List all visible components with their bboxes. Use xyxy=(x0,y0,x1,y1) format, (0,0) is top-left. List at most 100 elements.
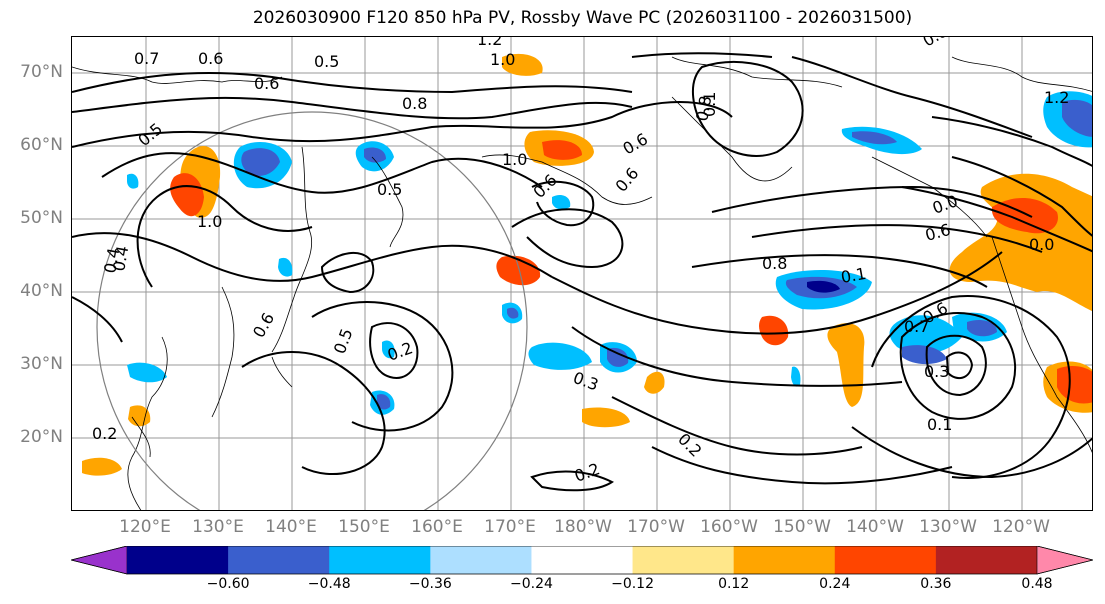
positive-anomaly xyxy=(496,255,541,286)
colorbar-bin xyxy=(228,546,330,574)
positive-anomaly xyxy=(582,407,630,428)
contour-label: 0.3 xyxy=(924,362,949,381)
negative-anomaly xyxy=(1062,99,1092,137)
contour-label: 0.6 xyxy=(198,49,223,68)
longitude-label: 180°W xyxy=(554,517,612,537)
colorbar-bin xyxy=(632,546,735,574)
contour-label: 0.8 xyxy=(920,37,952,50)
contour-label: 0.1 xyxy=(700,92,719,117)
contour-label: 0.8 xyxy=(402,94,427,113)
longitude-label: 130°E xyxy=(192,517,244,537)
contour-label: 0.6 xyxy=(923,220,953,245)
positive-anomaly xyxy=(170,173,204,217)
negative-anomaly xyxy=(278,257,293,277)
latitude-label: 60°N xyxy=(20,135,63,155)
longitude-label: 170°W xyxy=(627,517,685,537)
negative-anomaly xyxy=(902,345,947,365)
pv-contours xyxy=(72,52,1092,492)
contour-label: 0.8 xyxy=(762,254,787,273)
colorbar-tick-label: 0.48 xyxy=(1021,576,1053,592)
colorbar-tick-label: −0.48 xyxy=(307,576,351,592)
colorbar-tick-label: 0.12 xyxy=(718,576,750,592)
negative-anomaly xyxy=(127,362,167,383)
contour-label: 0.2 xyxy=(572,459,602,486)
map-title: 2026030900 F120 850 hPa PV, Rossby Wave … xyxy=(252,8,913,28)
latitude-label: 30°N xyxy=(20,354,63,374)
negative-anomaly xyxy=(889,315,962,354)
contour-label: 1.0 xyxy=(197,212,222,231)
contour-label: 1.0 xyxy=(502,150,527,169)
positive-anomaly xyxy=(82,457,122,476)
contour-label: 0.0 xyxy=(1029,235,1054,254)
positive-anomaly xyxy=(542,140,582,160)
contour-label: 0.1 xyxy=(839,264,867,287)
negative-anomaly xyxy=(507,307,519,319)
contour-label: 0.8 xyxy=(692,94,715,122)
positive-anomaly xyxy=(759,315,789,346)
positive-anomaly xyxy=(949,173,1092,312)
contour-label: 0.1 xyxy=(927,415,952,434)
negative-anomaly xyxy=(528,342,592,370)
colorbar-tick-label: −0.60 xyxy=(206,576,250,592)
contour-label: 1.0 xyxy=(490,50,515,69)
contour-label: 0.6 xyxy=(612,164,643,196)
negative-anomaly xyxy=(364,147,386,163)
longitude-label: 140°W xyxy=(846,517,904,537)
longitude-label: 130°W xyxy=(919,517,977,537)
negative-anomaly xyxy=(967,320,997,337)
positive-anomaly xyxy=(1057,366,1092,404)
latitude-label: 50°N xyxy=(20,208,63,228)
contour-label: 0.2 xyxy=(674,429,705,460)
negative-anomaly xyxy=(377,394,391,410)
contour-label: 1.2 xyxy=(1044,88,1069,107)
contour-label: 0.4 xyxy=(100,246,123,274)
coastlines xyxy=(72,56,1092,510)
negative-anomaly xyxy=(241,148,280,176)
latitude-label: 70°N xyxy=(20,62,63,82)
map-canvas: 0.7 0.6 0.51.21.00.80.60.50.51.00.40.61.00… xyxy=(72,37,1092,510)
colorbar-bin xyxy=(430,546,532,574)
contour-labels: 0.7 0.6 0.51.21.00.80.60.50.51.00.40.61.00… xyxy=(92,37,1069,486)
negative-anomaly xyxy=(791,366,801,387)
longitude-label: 150°W xyxy=(773,517,831,537)
latitude-label: 40°N xyxy=(20,281,63,301)
colorbar-bin xyxy=(127,546,229,574)
colorbar-tick-label: −0.36 xyxy=(408,576,452,592)
longitude-label: 120°E xyxy=(119,517,171,537)
negative-anomaly xyxy=(552,195,571,210)
contour-label: 0.7 xyxy=(134,49,159,68)
colorbar-bin xyxy=(834,546,937,574)
colorbar-bin xyxy=(733,546,836,574)
contour-label: 0.0 xyxy=(930,191,960,218)
colorbar-upper-extend xyxy=(1036,546,1093,575)
positive-anomaly xyxy=(502,53,543,76)
colorbar-bin xyxy=(935,546,1038,574)
negative-anomaly xyxy=(382,340,395,359)
contour-label: 0.5 xyxy=(377,180,402,199)
contour-label: 0.6 xyxy=(249,309,278,341)
colorbar-outline xyxy=(71,546,1093,575)
contour-label: 0.6 xyxy=(254,74,279,93)
pv-anomaly-shading xyxy=(82,53,1092,476)
colorbar-tick-label: 0.36 xyxy=(920,576,952,592)
positive-anomaly xyxy=(128,405,151,427)
negative-anomaly xyxy=(807,280,840,293)
negative-anomaly xyxy=(852,131,897,145)
graticule xyxy=(72,37,1092,510)
longitude-label: 140°E xyxy=(265,517,317,537)
colorbar-tick-label: −0.12 xyxy=(611,576,654,592)
longitude-label: 120°W xyxy=(992,517,1050,537)
contour-label: 0.6 xyxy=(620,129,652,158)
latitude-label: 20°N xyxy=(20,427,63,447)
contour-label: 0.5 xyxy=(314,52,339,71)
positive-anomaly xyxy=(644,371,665,394)
negative-anomaly xyxy=(607,347,629,367)
contour-label: 0.7 xyxy=(904,317,929,336)
contour-label: 0.3 xyxy=(571,368,601,395)
colorbar xyxy=(71,546,1093,575)
colorbar-lower-extend xyxy=(71,546,128,575)
colorbar-tick-label: 0.24 xyxy=(819,576,851,592)
contour-label: 0.2 xyxy=(92,424,117,443)
colorbar-bin xyxy=(531,546,634,574)
map-panel: 0.7 0.6 0.5 1.2 1.0 0.8 0.6 0.5 0.5 1.0 0.4 0.6 1.0 0… xyxy=(71,36,1093,511)
